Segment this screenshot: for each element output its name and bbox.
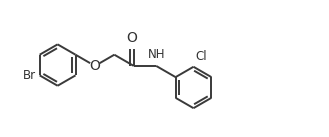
Text: NH: NH xyxy=(147,48,165,61)
Text: O: O xyxy=(127,31,138,45)
Text: O: O xyxy=(89,59,100,73)
Text: Br: Br xyxy=(23,69,36,82)
Text: Cl: Cl xyxy=(195,50,207,63)
